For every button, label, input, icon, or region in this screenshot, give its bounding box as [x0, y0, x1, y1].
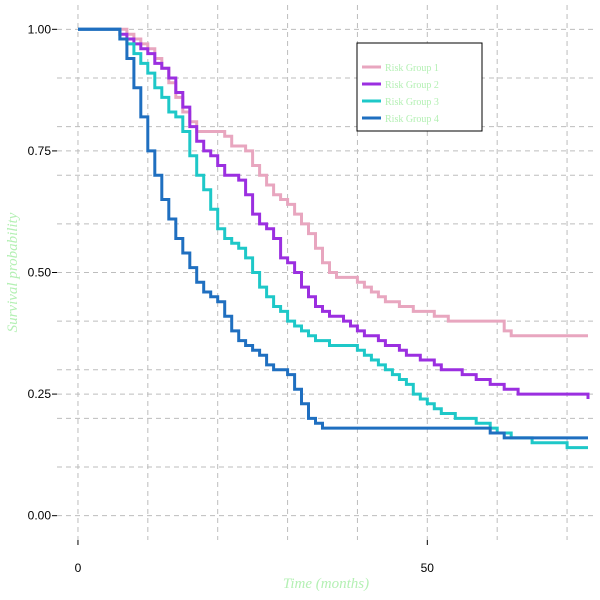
- grid: [57, 5, 595, 540]
- legend-label: Risk Group 2: [385, 80, 439, 91]
- x-tick-label: 0: [75, 561, 82, 575]
- y-tick-label: 0.25: [28, 387, 52, 401]
- series-group: [78, 27, 590, 450]
- axes: 0.00 0.25 0.50 0.75 1.00 0 50: [28, 22, 435, 575]
- legend-label: Risk Group 1: [385, 63, 439, 74]
- series-line-risk-group-2: [78, 27, 590, 399]
- y-tick-label: 1.00: [28, 22, 52, 36]
- y-tick-label: 0.00: [28, 509, 52, 523]
- legend: Risk Group 1 Risk Group 2 Risk Group 3 Risk…: [356, 42, 483, 132]
- y-tick-label: 0.75: [28, 144, 52, 158]
- series-line-risk-group-3: [78, 27, 588, 450]
- y-axis-title: Survival probability: [5, 212, 21, 332]
- x-tick-label: 50: [421, 561, 435, 575]
- series-line-risk-group-1: [78, 27, 588, 338]
- legend-label: Risk Group 4: [385, 114, 439, 125]
- x-axis-title: Time (months): [283, 576, 369, 592]
- y-tick-label: 0.50: [28, 266, 52, 280]
- legend-box: [356, 42, 483, 132]
- series-line-risk-group-4: [78, 27, 588, 440]
- legend-label: Risk Group 3: [385, 97, 439, 108]
